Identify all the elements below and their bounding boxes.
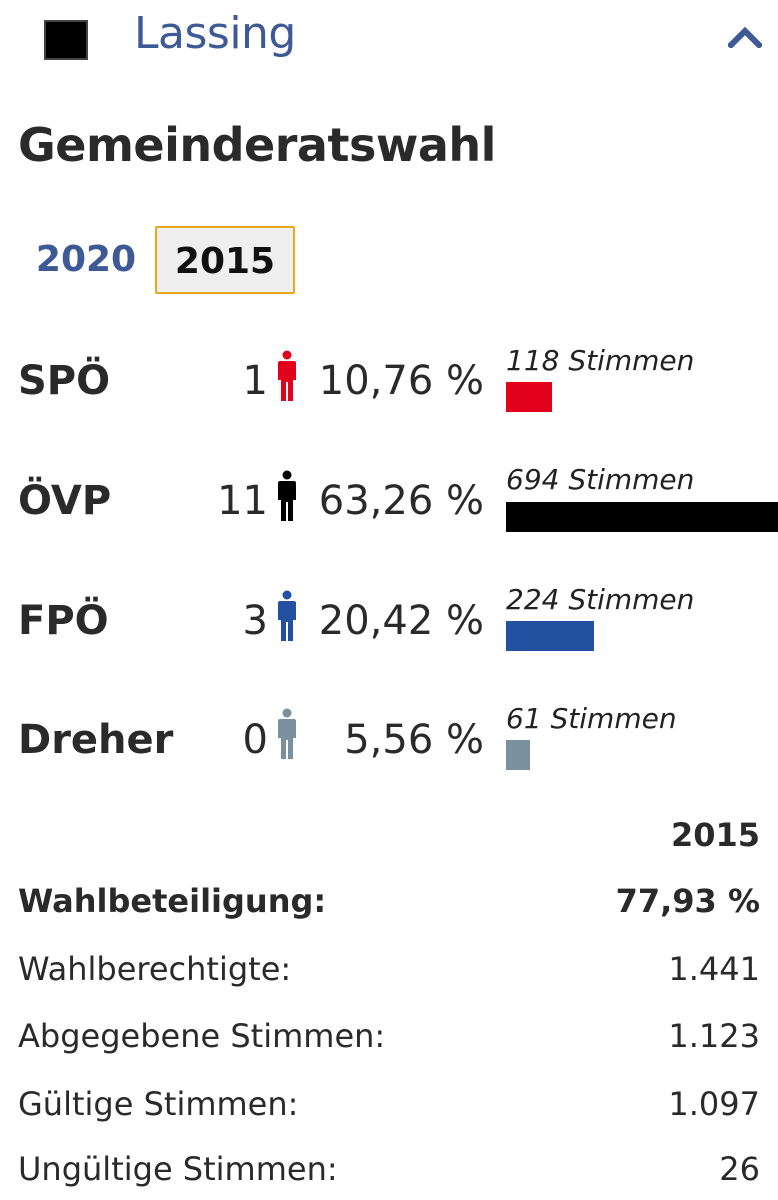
party-name: SPÖ: [18, 358, 111, 404]
municipality-color-square: [44, 20, 88, 60]
person-icon: [278, 708, 296, 759]
person-icon: [278, 470, 296, 521]
vote-bar: [506, 740, 530, 770]
party-percent: 63,26 %: [318, 478, 484, 524]
vote-bar: [506, 502, 778, 532]
page-title: Gemeinderatswahl: [18, 118, 496, 172]
eligible-voters-value: 1.441: [668, 950, 760, 988]
votes-cast-value: 1.123: [668, 1017, 760, 1055]
tab-2015[interactable]: 2015: [155, 226, 295, 294]
party-percent: 5,56 %: [344, 717, 484, 763]
person-icon: [278, 350, 296, 401]
party-percent: 10,76 %: [318, 358, 484, 404]
tab-2020[interactable]: 2020: [35, 239, 137, 280]
person-icon: [278, 590, 296, 641]
party-name: FPÖ: [18, 598, 109, 644]
party-name: Dreher: [18, 717, 174, 763]
party-seats: 1: [242, 358, 268, 404]
chevron-up-icon[interactable]: [728, 26, 762, 48]
vote-bar: [506, 621, 594, 651]
party-seats: 0: [242, 717, 268, 763]
party-percent: 20,42 %: [318, 598, 484, 644]
party-name: ÖVP: [18, 478, 112, 524]
invalid-votes-label: Ungültige Stimmen:: [18, 1150, 338, 1188]
turnout-value: 77,93 %: [615, 882, 760, 920]
party-seats: 11: [217, 478, 268, 524]
municipality-name[interactable]: Lassing: [134, 8, 296, 59]
votes-label: 694 Stimmen: [506, 463, 695, 496]
stats-year-header: 2015: [670, 816, 760, 854]
votes-cast-label: Abgegebene Stimmen:: [18, 1017, 386, 1055]
valid-votes-value: 1.097: [668, 1085, 760, 1123]
votes-label: 118 Stimmen: [506, 344, 695, 377]
turnout-label: Wahlbeteiligung:: [18, 882, 327, 920]
party-seats: 3: [242, 598, 268, 644]
eligible-voters-label: Wahlberechtigte:: [18, 950, 292, 988]
invalid-votes-value: 26: [719, 1150, 760, 1188]
vote-bar: [506, 382, 552, 412]
votes-label: 224 Stimmen: [506, 583, 695, 616]
votes-label: 61 Stimmen: [506, 702, 677, 735]
valid-votes-label: Gültige Stimmen:: [18, 1085, 299, 1123]
